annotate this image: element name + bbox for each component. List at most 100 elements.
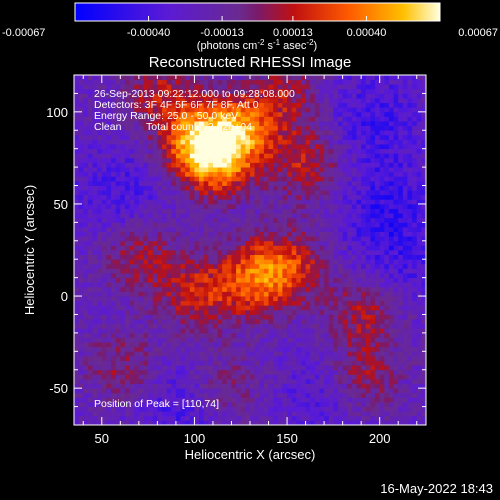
- heatmap-cell: [319, 222, 325, 228]
- heatmap-cell: [189, 291, 195, 297]
- heatmap-cell: [134, 305, 140, 311]
- heatmap-cell: [310, 162, 316, 168]
- heatmap-cell: [185, 268, 191, 274]
- heatmap-cell: [203, 125, 209, 131]
- heatmap-cell: [226, 328, 232, 334]
- heatmap-cell: [291, 79, 297, 85]
- heatmap-cell: [185, 222, 191, 228]
- heatmap-cell: [175, 167, 181, 173]
- heatmap-cell: [222, 139, 228, 145]
- heatmap-cell: [370, 250, 376, 256]
- heatmap-cell: [277, 309, 283, 315]
- heatmap-cell: [231, 401, 237, 407]
- heatmap-cell: [143, 213, 149, 219]
- heatmap-cell: [263, 116, 269, 122]
- heatmap-cell: [361, 415, 367, 421]
- heatmap-cell: [189, 273, 195, 279]
- heatmap-cell: [310, 365, 316, 371]
- heatmap-cell: [189, 263, 195, 269]
- heatmap-cell: [375, 282, 381, 288]
- heatmap-cell: [162, 79, 168, 85]
- heatmap-cell: [254, 107, 260, 113]
- heatmap-cell: [120, 203, 126, 209]
- heatmap-cell: [208, 277, 214, 283]
- heatmap-cell: [152, 268, 158, 274]
- heatmap-cell: [199, 351, 205, 357]
- heatmap-cell: [250, 323, 256, 329]
- heatmap-cell: [97, 130, 103, 136]
- heatmap-cell: [189, 282, 195, 288]
- heatmap-cell: [375, 388, 381, 394]
- heatmap-cell: [148, 125, 154, 131]
- heatmap-cell: [333, 116, 339, 122]
- heatmap-cell: [124, 277, 130, 283]
- heatmap-cell: [157, 245, 163, 251]
- heatmap-cell: [134, 328, 140, 334]
- heatmap-cell: [134, 139, 140, 145]
- heatmap-cell: [356, 236, 362, 242]
- heatmap-cell: [333, 190, 339, 196]
- heatmap-cell: [250, 365, 256, 371]
- heatmap-cell: [138, 75, 144, 81]
- heatmap-cell: [240, 240, 246, 246]
- heatmap-cell: [240, 245, 246, 251]
- heatmap-cell: [111, 406, 117, 412]
- heatmap-cell: [305, 226, 311, 232]
- heatmap-cell: [296, 415, 302, 421]
- heatmap-cell: [291, 383, 297, 389]
- heatmap-cell: [342, 171, 348, 177]
- heatmap-cell: [356, 116, 362, 122]
- heatmap-cell: [254, 411, 260, 417]
- heatmap-cell: [361, 378, 367, 384]
- heatmap-cell: [282, 240, 288, 246]
- heatmap-cell: [370, 337, 376, 343]
- heatmap-cell: [305, 79, 311, 85]
- heatmap-cell: [356, 121, 362, 127]
- heatmap-cell: [185, 180, 191, 186]
- heatmap-cell: [263, 171, 269, 177]
- heatmap-cell: [245, 305, 251, 311]
- heatmap-cell: [263, 378, 269, 384]
- heatmap-cell: [319, 75, 325, 81]
- heatmap-cell: [375, 240, 381, 246]
- heatmap-cell: [273, 378, 279, 384]
- heatmap-cell: [263, 75, 269, 81]
- heatmap-cell: [370, 314, 376, 320]
- heatmap-cell: [115, 194, 121, 200]
- heatmap-cell: [347, 309, 353, 315]
- heatmap-cell: [222, 194, 228, 200]
- heatmap-cell: [236, 194, 242, 200]
- heatmap-cell: [124, 355, 130, 361]
- heatmap-cell: [300, 139, 306, 145]
- heatmap-cell: [273, 153, 279, 159]
- heatmap-cell: [175, 217, 181, 223]
- heatmap-cell: [314, 203, 320, 209]
- heatmap-cell: [277, 254, 283, 260]
- heatmap-cell: [361, 259, 367, 265]
- heatmap-cell: [92, 185, 98, 191]
- heatmap-cell: [129, 125, 135, 131]
- heatmap-cell: [148, 300, 154, 306]
- heatmap-cell: [203, 203, 209, 209]
- heatmap-cell: [268, 144, 274, 150]
- heatmap-cell: [250, 217, 256, 223]
- heatmap-cell: [296, 401, 302, 407]
- heatmap-cell: [277, 75, 283, 81]
- heatmap-cell: [226, 300, 232, 306]
- heatmap-cell: [83, 332, 89, 338]
- heatmap-cell: [245, 273, 251, 279]
- heatmap-cell: [342, 245, 348, 251]
- heatmap-cell: [212, 190, 218, 196]
- heatmap-cell: [162, 236, 168, 242]
- heatmap-cell: [143, 406, 149, 412]
- heatmap-cell: [143, 107, 149, 113]
- heatmap-cell: [74, 342, 80, 348]
- heatmap-cell: [222, 277, 228, 283]
- heatmap-cell: [152, 323, 158, 329]
- heatmap-cell: [97, 222, 103, 228]
- heatmap-cell: [189, 286, 195, 292]
- heatmap-cell: [310, 291, 316, 297]
- heatmap-cell: [175, 199, 181, 205]
- heatmap-cell: [300, 231, 306, 237]
- heatmap-cell: [305, 185, 311, 191]
